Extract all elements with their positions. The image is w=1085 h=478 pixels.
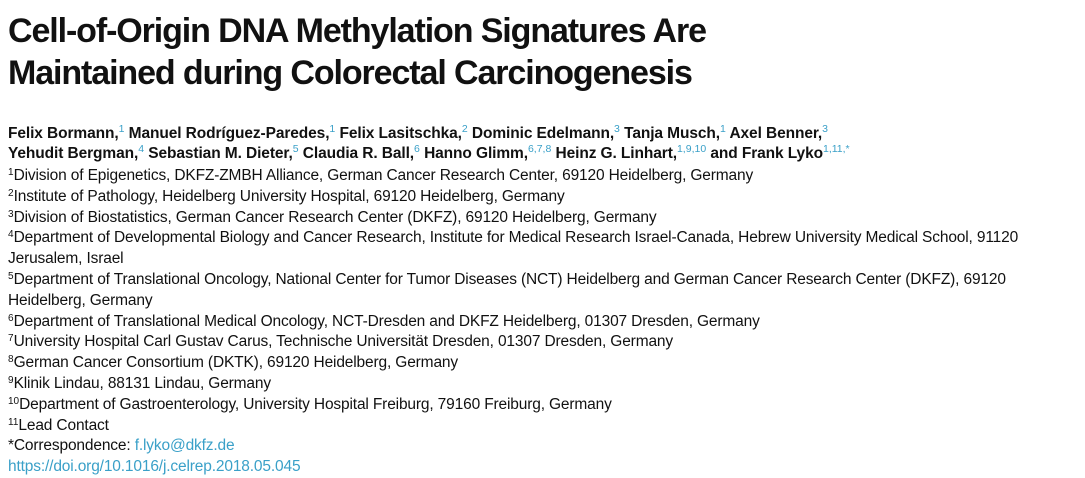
- author[interactable]: Felix Bormann,1: [8, 123, 125, 142]
- author-list: Felix Bormann,1 Manuel Rodríguez-Paredes…: [8, 124, 850, 164]
- correspondence-label: *Correspondence:: [8, 437, 135, 455]
- correspondence-email-link[interactable]: f.lyko@dkfz.de: [134, 437, 235, 455]
- author[interactable]: Hanno Glimm,6,7,8: [424, 143, 552, 162]
- affiliation-item: 4Department of Developmental Biology and…: [8, 229, 1019, 268]
- title-line-2: Maintained during Colorectal Carcinogene…: [8, 54, 693, 92]
- affiliation-item: 5Department of Translational Oncology, N…: [8, 270, 1006, 309]
- correspondence: *Correspondence: f.lyko@dkfz.de: [8, 436, 1068, 457]
- affiliation-item: 11Lead Contact: [8, 416, 109, 434]
- author[interactable]: Axel Benner,3: [729, 123, 828, 142]
- author[interactable]: Claudia R. Ball,6: [302, 143, 420, 162]
- affiliation-item: 1Division of Epigenetics, DKFZ-ZMBH Alli…: [8, 167, 754, 184]
- article-title: Cell-of-Origin DNA Methylation Signature…: [8, 10, 707, 94]
- author[interactable]: Heinz G. Linhart,1,9,10: [555, 143, 707, 162]
- title-line-1: Cell-of-Origin DNA Methylation Signature…: [8, 12, 707, 50]
- affiliation-item: 2Institute of Pathology, Heidelberg Univ…: [8, 187, 565, 205]
- affiliation-list: 1Division of Epigenetics, DKFZ-ZMBH Alli…: [8, 166, 1068, 478]
- author[interactable]: Dominic Edelmann,3: [471, 123, 620, 142]
- affiliation-item: 9Klinik Lindau, 88131 Lindau, Germany: [8, 374, 271, 392]
- author[interactable]: and Frank Lyko1,11,*: [710, 143, 850, 162]
- author[interactable]: Manuel Rodríguez-Paredes,1: [128, 123, 336, 142]
- author[interactable]: Yehudit Bergman,4: [8, 143, 145, 162]
- affiliation-item: 3Division of Biostatistics, German Cance…: [8, 208, 657, 226]
- affiliation-item: 10Department of Gastroenterology, Univer…: [8, 395, 612, 413]
- affiliation-item: 8German Cancer Consortium (DKTK), 69120 …: [8, 354, 458, 372]
- author[interactable]: Sebastian M. Dieter,5: [148, 143, 299, 162]
- doi: https://doi.org/10.1016/j.celrep.2018.05…: [8, 457, 1068, 478]
- author[interactable]: Felix Lasitschka,2: [339, 123, 468, 142]
- affiliation-item: 6Department of Translational Medical Onc…: [8, 312, 760, 330]
- doi-link[interactable]: https://doi.org/10.1016/j.celrep.2018.05…: [8, 458, 301, 476]
- affiliation-item: 7University Hospital Carl Gustav Carus, …: [8, 333, 674, 351]
- author[interactable]: Tanja Musch,1: [624, 123, 726, 142]
